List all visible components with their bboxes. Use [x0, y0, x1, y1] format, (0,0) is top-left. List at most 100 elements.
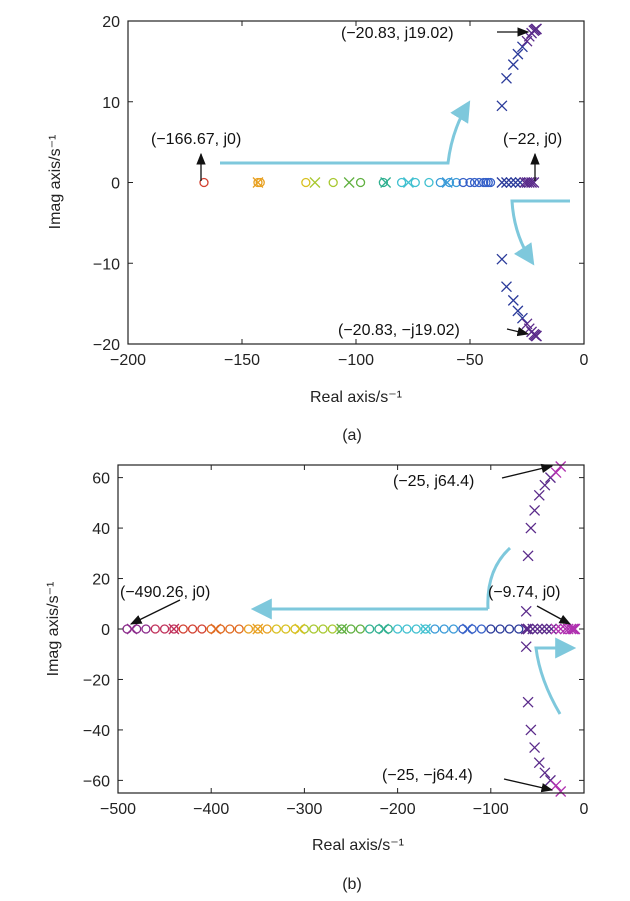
chart-a-xlabel: Real axis/s⁻¹: [310, 389, 402, 406]
chart-a-zero-point: [410, 177, 420, 188]
chart-b-xtick-label: −100: [473, 801, 509, 818]
chart-b-zero-point: [392, 624, 403, 634]
chart-b-zero-point: [430, 624, 440, 634]
chart-b-ytick-label: −20: [83, 672, 110, 689]
chart-a-pole-point: [309, 177, 321, 188]
chart-b-zero-point: [355, 624, 365, 634]
chart-a-pole-point: [531, 330, 542, 342]
chart-b-annotation-2: (−25, j64.4): [393, 473, 474, 490]
chart-b-zero-point: [364, 624, 375, 634]
chart-a-pole-point: [516, 41, 528, 53]
chart-b-pole-point: [567, 623, 579, 635]
chart-a-pole-point: [507, 59, 519, 71]
chart-b-guide-arrows: [250, 546, 577, 715]
chart-b-pole-point: [522, 696, 534, 708]
chart-a-zero-point: [485, 177, 496, 188]
chart-a-zero-point: [451, 177, 461, 188]
chart-a-zero-point: [328, 177, 338, 188]
chart-a-pole-point: [528, 177, 540, 188]
chart-b-pole-point: [531, 623, 543, 635]
chart-b-pole-point: [539, 767, 551, 779]
chart-b-pole-point: [565, 623, 577, 635]
chart-a-zero-point: [465, 177, 475, 188]
chart-b-pole-point: [378, 623, 390, 635]
chart-b-annotation-3: (−25, −j64.4): [382, 767, 473, 784]
chart-b-zero-point: [448, 624, 459, 634]
chart-b-xtick-label: −400: [193, 801, 229, 818]
chart-b-annotation-0: (−490.26, j0): [120, 584, 210, 601]
chart-a-pole-point: [380, 177, 392, 188]
chart-b-pole-point: [462, 623, 473, 635]
chart-a-pole-point: [496, 100, 508, 112]
chart-a-panel-label: (a): [342, 427, 362, 444]
chart-a-zero-point: [378, 177, 389, 188]
chart-b-zero-point: [458, 624, 468, 634]
chart-a-zero-point: [199, 177, 209, 188]
chart-b-xtick-label: 0: [580, 801, 589, 818]
chart-b-zero-point: [337, 624, 347, 634]
chart-a-pole-point: [501, 177, 512, 188]
chart-b-zero-point: [234, 624, 244, 634]
chart-b-xlabel: Real axis/s⁻¹: [312, 837, 404, 854]
chart-b-xtick-label: −500: [100, 801, 136, 818]
chart-a-xtick-label: 0: [580, 352, 589, 369]
chart-b-ytick-label: 60: [92, 471, 110, 488]
chart-a-ytick-label: 0: [111, 176, 120, 193]
chart-b-zero-point: [141, 624, 151, 634]
chart-b-zero-point: [159, 624, 170, 634]
chart-b-ytick-label: 0: [101, 622, 110, 639]
chart-a-zero-point: [255, 177, 265, 188]
chart-a-xtick-label: −50: [456, 352, 483, 369]
chart-b-pole-point: [533, 489, 545, 501]
chart-b-ytick-label: 20: [92, 572, 110, 589]
chart-b-zero-point: [131, 624, 142, 634]
chart-b-zero-point: [253, 624, 263, 634]
chart-a-xtick-label: −150: [224, 352, 260, 369]
chart-b-pole-point: [522, 550, 534, 562]
chart-b-pole-point: [529, 504, 541, 516]
chart-a-annotation-0: (−166.67, j0): [151, 131, 241, 148]
chart-b-zero-point: [187, 624, 198, 634]
chart-a-pole-point: [505, 177, 517, 188]
chart-b-ylabel: Imag axis/s⁻¹: [45, 582, 62, 677]
chart-b-pole-point: [525, 724, 537, 736]
chart-a-marks: [199, 23, 542, 342]
chart-a-zero-point: [424, 177, 434, 188]
chart-b-zero-point: [281, 624, 291, 634]
chart-b-zero-point: [439, 624, 449, 634]
chart-b-pole-point: [336, 623, 348, 635]
chart-b-zero-point: [476, 624, 487, 634]
guide-arrow-up: [486, 546, 512, 610]
chart-b-pole-point: [555, 461, 567, 472]
chart-b-zero-point: [206, 624, 216, 634]
chart-a-ylabel: Imag axis/s⁻¹: [47, 135, 64, 230]
chart-a-pole-point: [516, 312, 528, 324]
chart-b-ann-arrow-0: [129, 599, 181, 625]
chart-b-zero-point: [420, 624, 431, 634]
chart-b-pole-point: [126, 623, 138, 635]
chart-b-pole-point: [210, 623, 222, 635]
chart-b-pole-point: [539, 479, 551, 491]
chart-a-xtick-label: −200: [110, 352, 146, 369]
chart-b-zero-point: [309, 624, 319, 634]
chart-b-zero-point: [271, 624, 282, 634]
chart-b-xtick-label: −200: [380, 801, 416, 818]
chart-b-zero-point: [262, 624, 272, 634]
chart-a-pole-point: [496, 177, 508, 188]
chart-b-zero-point: [150, 624, 160, 634]
chart-b-zero-point: [243, 624, 254, 634]
chart-b-zero-point: [495, 624, 505, 634]
chart-b-zero-point: [514, 624, 524, 634]
chart-b-ytick-label: −40: [83, 723, 110, 740]
chart-b-zero-point: [327, 624, 338, 634]
chart-a-pole-point: [512, 48, 524, 60]
chart-b-zero-point: [178, 624, 188, 634]
guide-arrow-right: [534, 637, 577, 715]
chart-b-zero-point: [402, 624, 412, 634]
chart-a-annotation-3: (−20.83, −j19.02): [338, 322, 460, 339]
guide-arrow-left: [220, 100, 471, 165]
chart-b-pole-point: [550, 467, 562, 479]
